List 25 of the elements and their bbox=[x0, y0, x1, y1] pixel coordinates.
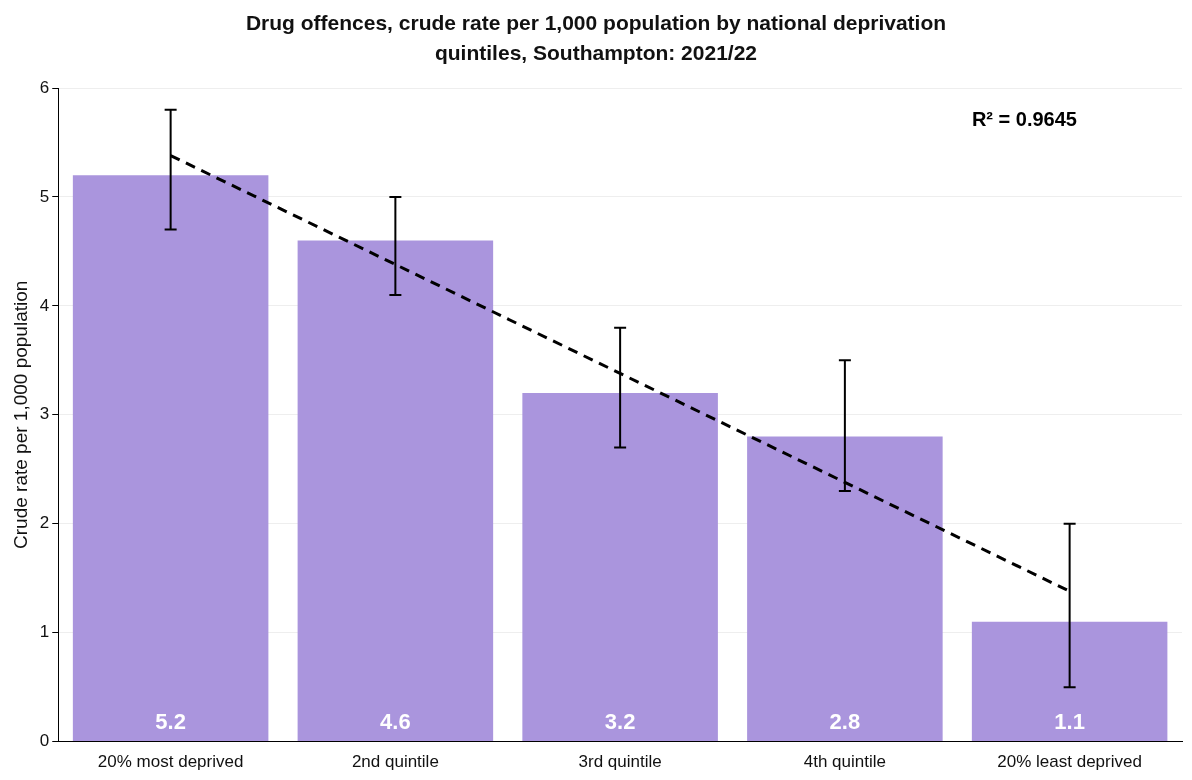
chart-title: Drug offences, crude rate per 1,000 population by national deprivation quintiles, Southampton: 2021/22 bbox=[244, 10, 948, 66]
x-tick-label: 2nd quintile bbox=[351, 752, 439, 772]
y-axis-title: Crude rate per 1,000 population bbox=[9, 280, 31, 549]
x-tick-label: 3rd quintile bbox=[578, 752, 662, 772]
data-label: 1.1 bbox=[1054, 708, 1085, 734]
bar bbox=[971, 621, 1168, 742]
bar bbox=[72, 175, 269, 742]
x-tick-label: 20% most deprived bbox=[97, 752, 244, 772]
x-tick-label: 20% least deprived bbox=[997, 752, 1142, 772]
data-label: 5.2 bbox=[155, 708, 186, 734]
y-tick-label: 4 bbox=[39, 295, 50, 315]
x-tick-label: 4th quintile bbox=[803, 752, 886, 772]
y-tick-label: 0 bbox=[39, 731, 50, 751]
y-tick-label: 5 bbox=[39, 186, 50, 206]
bar bbox=[522, 393, 718, 742]
annotation: R² = 0.9645 bbox=[971, 107, 1077, 130]
bar bbox=[747, 436, 943, 742]
data-label: 4.6 bbox=[380, 708, 411, 734]
y-tick-label: 2 bbox=[39, 513, 50, 533]
y-tick-label: 1 bbox=[39, 622, 50, 642]
bar bbox=[297, 240, 494, 742]
data-label: 3.2 bbox=[604, 708, 636, 734]
y-tick-label: 3 bbox=[39, 404, 50, 424]
data-label: 2.8 bbox=[829, 708, 861, 734]
y-tick-label: 6 bbox=[39, 77, 50, 97]
